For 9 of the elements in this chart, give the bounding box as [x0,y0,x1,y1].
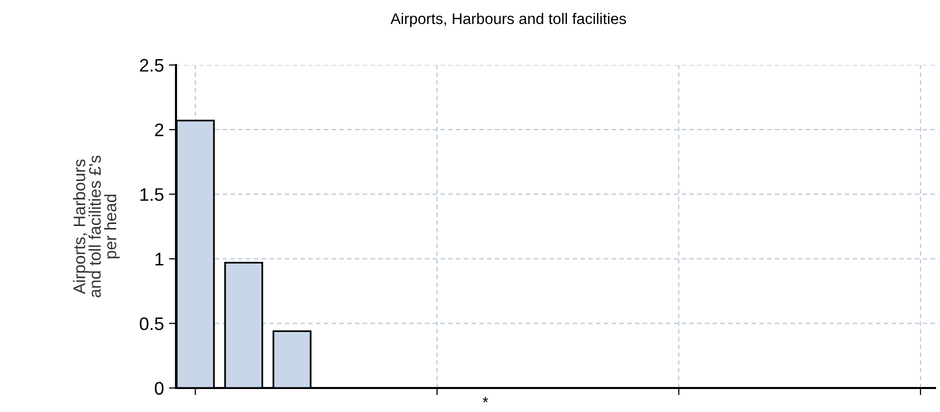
y-tick-label: 2.5 [140,58,164,72]
y-tick-label: 0 [154,382,164,395]
y-tick-label: 1 [156,252,164,266]
y-tick-label: 2 [155,124,164,136]
chart-title: Airports, Harbours and toll facilities [390,12,626,28]
y-axis-title: Airports, Harbours and toll facilities £'s per head [73,156,120,298]
y-tick-label: 1.5 [140,188,164,201]
x-tick-label: * [482,396,488,402]
y-tick-label: 0.5 [140,317,164,330]
